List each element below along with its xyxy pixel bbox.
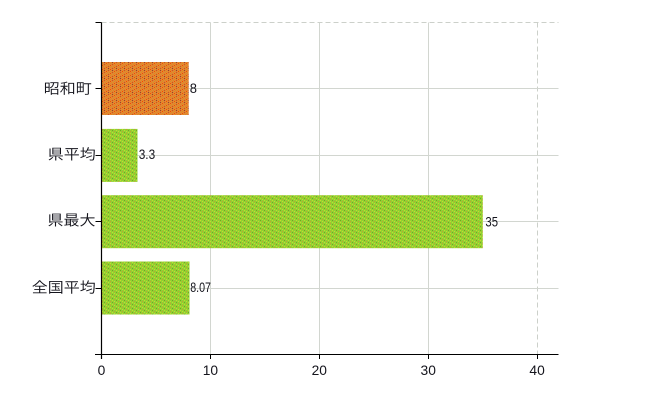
svg-text:3.3: 3.3: [139, 147, 156, 162]
svg-text:8.07: 8.07: [190, 280, 211, 295]
svg-text:35: 35: [485, 214, 498, 229]
svg-text:10: 10: [203, 363, 219, 378]
svg-text:8: 8: [190, 81, 197, 96]
svg-text:20: 20: [312, 363, 328, 378]
svg-text:0: 0: [98, 363, 106, 378]
svg-text:40: 40: [529, 363, 545, 378]
svg-text:30: 30: [421, 363, 437, 378]
